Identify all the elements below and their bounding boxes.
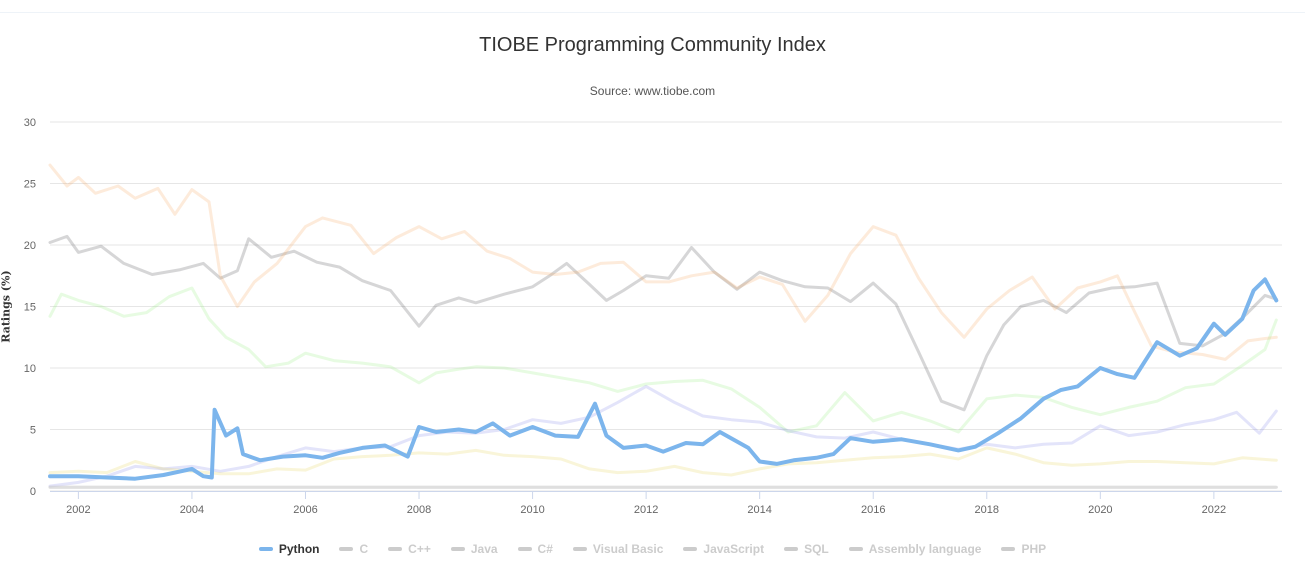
x-tick-label: 2020 [1088, 504, 1112, 516]
y-tick-label: 5 [30, 425, 36, 437]
y-tick-label: 0 [30, 486, 36, 498]
legend-item-python[interactable]: Python [258, 542, 320, 556]
y-tick-labels: 0 5 10 15 20 25 30 [24, 117, 36, 498]
series-line-csharp[interactable] [48, 384, 1278, 488]
legend-item-java[interactable]: Java [450, 542, 498, 556]
legend-label: Assembly language [868, 542, 982, 556]
legend-swatch [572, 547, 587, 551]
chart-title: TIOBE Programming Community Index [479, 34, 826, 56]
legend-item-assembly-language[interactable]: Assembly language [848, 542, 982, 556]
y-tick-label: 30 [24, 117, 36, 129]
series-lines [48, 163, 1279, 489]
x-tick-label: 2004 [180, 504, 204, 516]
x-tick-label: 2016 [861, 504, 885, 516]
series-line-c[interactable] [48, 234, 1278, 412]
legend-swatch [388, 547, 403, 551]
legend-label: C# [537, 542, 553, 556]
legend-swatch [339, 547, 354, 551]
grid-lines [50, 121, 1282, 492]
x-tick-label: 2002 [66, 504, 90, 516]
series-line-python[interactable] [48, 277, 1279, 481]
legend-label: C++ [408, 542, 431, 556]
x-tick-label: 2022 [1202, 504, 1226, 516]
legend-swatch [1001, 547, 1016, 551]
legend-label: Java [470, 542, 498, 556]
legend-swatch [683, 547, 698, 551]
legend-item-sql[interactable]: SQL [784, 542, 829, 556]
x-tick-labels: 2002 2004 2006 2008 2010 2012 2014 2016 2018 2020… [66, 491, 1226, 516]
legend-label: Visual Basic [592, 542, 664, 556]
legend-label: C [359, 542, 369, 556]
legend-swatch [848, 547, 863, 551]
x-tick-label: 2008 [407, 504, 431, 516]
series-line-javascript[interactable] [48, 446, 1278, 477]
legend-item-javascript[interactable]: JavaScript [683, 542, 764, 556]
legend-swatch [450, 547, 465, 551]
legend-item-csharp[interactable]: C# [517, 542, 553, 556]
legend-item-visual-basic[interactable]: Visual Basic [572, 542, 664, 556]
legend-label: Python [278, 542, 320, 556]
legend-swatch [784, 547, 799, 551]
chart-subtitle: Source: www.tiobe.com [589, 84, 716, 98]
legend-swatch [517, 547, 532, 551]
y-tick-label: 25 [24, 179, 36, 191]
series-line-java[interactable] [48, 163, 1278, 361]
legend: Python C C++ Java C# Visual Basic JavaScript SQ… [0, 542, 1305, 556]
legend-label: JavaScript [703, 542, 765, 556]
legend-swatch [258, 547, 273, 551]
y-tick-label: 20 [24, 240, 36, 252]
y-tick-label: 15 [24, 302, 36, 314]
x-tick-label: 2014 [747, 504, 771, 516]
x-tick-label: 2010 [520, 504, 544, 516]
legend-item-c[interactable]: C [339, 542, 368, 556]
x-tick-label: 2012 [634, 504, 658, 516]
y-tick-label: 10 [24, 363, 36, 375]
plot-area: 0 5 10 15 20 25 30 2002 2004 2006 2008 2010 2012 201… [24, 117, 1282, 516]
legend-label: SQL [804, 542, 829, 556]
x-tick-label: 2018 [975, 504, 999, 516]
series-line-cplusplus[interactable] [48, 286, 1278, 434]
x-tick-label: 2006 [293, 504, 317, 516]
legend-item-php[interactable]: PHP [1001, 542, 1046, 556]
legend-item-cplusplus[interactable]: C++ [388, 542, 431, 556]
legend-label: PHP [1021, 542, 1047, 556]
top-divider [0, 12, 1305, 13]
